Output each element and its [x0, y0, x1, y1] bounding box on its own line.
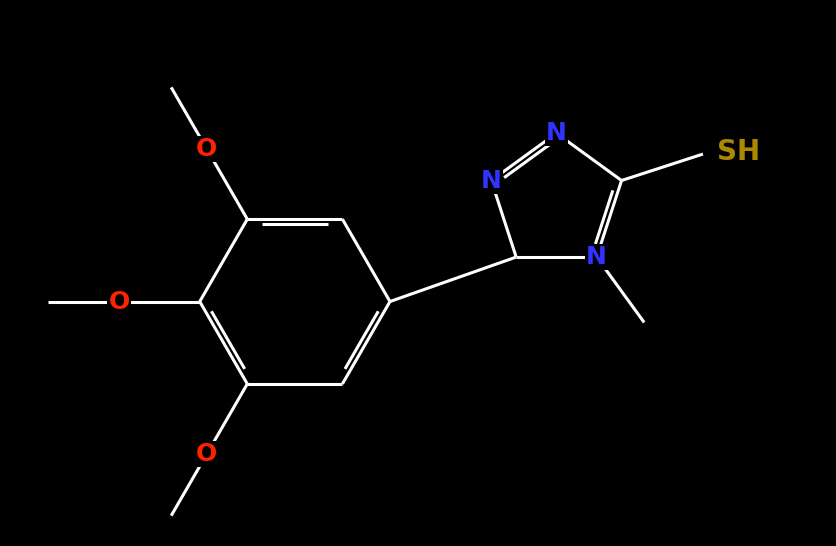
Text: N: N — [585, 245, 606, 269]
Text: N: N — [480, 169, 501, 193]
Text: O: O — [196, 442, 217, 466]
Text: O: O — [108, 289, 130, 313]
Text: O: O — [196, 137, 217, 161]
Text: N: N — [545, 121, 566, 145]
Text: SH: SH — [716, 138, 759, 166]
